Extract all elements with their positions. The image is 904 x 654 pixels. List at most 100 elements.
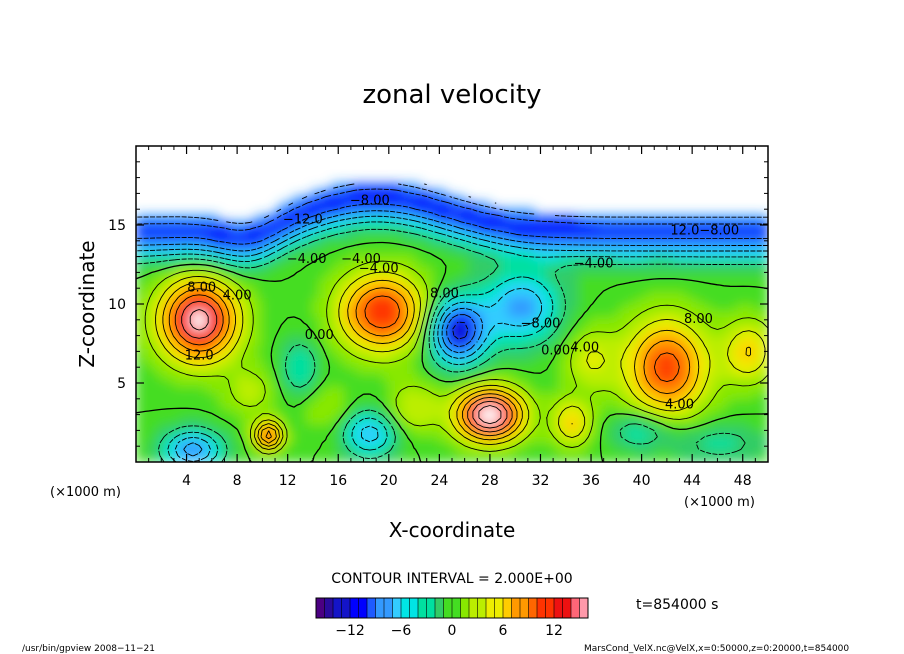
field-cell	[148, 252, 156, 261]
field-cell	[470, 227, 478, 235]
field-cell	[527, 373, 535, 381]
field-cell	[375, 328, 383, 337]
field-cell	[356, 183, 365, 191]
field-cell	[363, 316, 371, 324]
field-cell	[363, 215, 371, 223]
field-cell	[325, 328, 333, 337]
field-cell	[653, 455, 662, 462]
field-cell	[571, 284, 579, 292]
field-cell	[198, 271, 207, 280]
field-cell	[198, 341, 207, 349]
field-cell	[748, 271, 756, 280]
field-cell	[653, 423, 662, 431]
field-cell	[223, 429, 232, 438]
field-cell	[160, 410, 169, 419]
field-cell	[672, 303, 681, 311]
field-cell	[400, 373, 409, 381]
field-cell	[653, 309, 662, 318]
field-cell	[476, 379, 485, 387]
field-cell	[312, 429, 320, 438]
field-cell	[704, 442, 712, 450]
field-cell	[211, 322, 219, 330]
field-cell	[723, 417, 731, 425]
field-cell	[413, 404, 421, 412]
field-cell	[735, 385, 744, 393]
field-cell	[457, 221, 466, 229]
field-cell	[223, 366, 232, 375]
field-cell	[609, 429, 617, 438]
field-cell	[539, 341, 548, 349]
field-cell	[546, 322, 554, 330]
field-cell	[274, 429, 282, 438]
field-cell	[653, 303, 662, 311]
field-cell	[672, 455, 681, 462]
field-cell	[451, 404, 459, 412]
field-cell	[527, 417, 535, 425]
field-cell	[268, 404, 276, 412]
field-cell	[400, 366, 409, 375]
field-cell	[318, 366, 327, 375]
field-cell	[167, 455, 175, 462]
field-cell	[280, 265, 289, 273]
field-cell	[205, 404, 213, 412]
field-cell	[533, 215, 541, 223]
field-cell	[457, 436, 466, 444]
field-cell	[160, 227, 169, 235]
field-cell	[261, 448, 270, 457]
field-cell	[521, 328, 529, 337]
field-cell	[508, 309, 516, 318]
field-cell	[672, 347, 681, 356]
field-cell	[205, 391, 213, 400]
field-cell	[331, 271, 339, 280]
field-cell	[590, 259, 598, 267]
field-cell	[660, 455, 668, 462]
field-cell	[407, 297, 415, 305]
field-cell	[167, 227, 175, 235]
field-cell	[653, 290, 662, 299]
field-cell	[369, 373, 377, 381]
field-cell	[552, 385, 560, 393]
field-cell	[369, 227, 377, 235]
x-tick-label: 48	[734, 473, 752, 489]
field-cell	[381, 328, 390, 337]
field-cell	[445, 259, 453, 267]
field-cell	[596, 373, 605, 381]
field-cell	[596, 398, 605, 406]
field-cell	[470, 278, 478, 286]
field-cell	[381, 290, 390, 299]
field-cell	[685, 385, 693, 393]
field-cell	[584, 448, 592, 457]
field-cell	[217, 316, 225, 324]
field-cell	[527, 335, 535, 343]
field-cell	[596, 227, 605, 235]
field-cell	[293, 252, 301, 261]
field-cell	[318, 259, 327, 267]
field-cell	[363, 303, 371, 311]
field-cell	[451, 227, 459, 235]
field-cell	[464, 252, 472, 261]
field-cell	[280, 417, 289, 425]
field-cell	[318, 410, 327, 419]
field-cell	[356, 410, 365, 419]
field-cell	[186, 328, 194, 337]
field-cell	[483, 341, 491, 349]
field-cell	[445, 227, 453, 235]
field-cell	[748, 278, 756, 286]
field-cell	[198, 360, 207, 368]
field-cell	[407, 354, 415, 362]
field-cell	[400, 233, 409, 242]
field-cell	[438, 347, 447, 356]
field-cell	[558, 347, 567, 356]
field-cell	[660, 347, 668, 356]
field-cell	[590, 341, 598, 349]
field-cell	[356, 259, 365, 267]
field-cell	[628, 233, 636, 242]
field-cell	[723, 455, 731, 462]
field-cell	[483, 284, 491, 292]
field-cell	[426, 252, 434, 261]
field-cell	[148, 436, 156, 444]
field-cell	[413, 278, 421, 286]
field-cell	[242, 366, 251, 375]
field-cell	[274, 284, 282, 292]
field-cell	[344, 246, 352, 254]
